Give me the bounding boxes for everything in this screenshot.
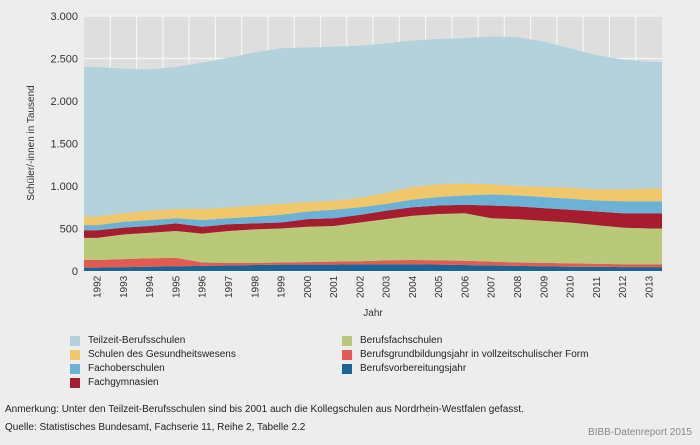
y-tick-label: 500: [60, 224, 78, 236]
area-berufsgrundbildungsjahr-in-vollzeitschulischer-form: [84, 257, 662, 268]
x-tick-label: 1997: [224, 275, 235, 298]
y-tick-label: 2.500: [50, 54, 78, 66]
legend-column-right: Berufsfachschulen Berufsgrundbildungsjahr…: [342, 334, 588, 376]
legend-swatch: [342, 364, 352, 374]
y-axis-title: Schüler/-innen in Tausend: [26, 85, 37, 200]
legend-label: Berufsvorbereitungsjahr: [360, 363, 467, 374]
area-fachgymnasien: [84, 204, 662, 238]
legend-swatch: [70, 350, 80, 360]
legend-column-left: Teilzeit-Berufsschulen Schulen des Gesund…: [70, 334, 236, 390]
x-tick-label: 2003: [382, 275, 393, 298]
source-note: Quelle: Statistisches Bundesamt, Fachser…: [5, 422, 306, 433]
area-berufsvorbereitungsjahr: [84, 264, 662, 271]
legend-item: Berufsfachschulen: [342, 334, 588, 348]
x-tick-label: 2007: [487, 275, 498, 298]
y-tick-label: 0: [72, 266, 78, 278]
x-tick-label: 1993: [119, 275, 130, 298]
x-tick-label: 2012: [618, 275, 629, 298]
x-tick-label: 1995: [171, 275, 182, 298]
x-tick-label: 1992: [93, 275, 104, 298]
area-teilzeit-berufsschulen: [84, 36, 662, 217]
x-tick-label: 2002: [355, 275, 366, 298]
legend-label: Fachoberschulen: [88, 363, 165, 374]
x-tick-label: 2000: [303, 275, 314, 298]
x-tick-label: 1996: [198, 275, 209, 298]
legend-label: Schulen des Gesundheitswesens: [88, 349, 236, 360]
legend-label: Fachgymnasien: [88, 377, 159, 388]
y-tick-label: 1.500: [50, 139, 78, 151]
legend-item: Fachgymnasien: [70, 376, 236, 390]
annotation-note: Anmerkung: Unter den Teilzeit-Berufsschu…: [5, 404, 524, 415]
legend-item: Berufsgrundbildungsjahr in vollzeitschul…: [342, 348, 588, 362]
legend-item: Fachoberschulen: [70, 362, 236, 376]
area-series: [84, 36, 662, 271]
legend-swatch: [342, 350, 352, 360]
x-tick-label: 2011: [592, 276, 603, 298]
legend-swatch: [70, 336, 80, 346]
x-tick-label: 2004: [408, 275, 419, 298]
x-tick-label: 2005: [434, 275, 445, 298]
area-schulen-des-gesundheitswesens: [84, 183, 662, 226]
x-tick-label: 1998: [250, 275, 261, 298]
legend-swatch: [70, 364, 80, 374]
x-axis: 1992 1993 1994 1995 1996 1997 1998 1999 2000 2001…: [93, 275, 656, 298]
legend-label: Teilzeit-Berufsschulen: [88, 335, 186, 346]
y-axis: 0 500 1.000 1.500 2.000 2.500 3.000: [50, 11, 78, 278]
x-tick-label: 2013: [644, 275, 655, 298]
x-tick-label: 2009: [539, 275, 550, 298]
legend-swatch: [342, 336, 352, 346]
x-tick-label: 2006: [460, 275, 471, 298]
area-berufsfachschulen: [84, 213, 662, 265]
legend-label: Berufsfachschulen: [360, 335, 443, 346]
legend-item: Teilzeit-Berufsschulen: [70, 334, 236, 348]
legend-item: Schulen des Gesundheitswesens: [70, 348, 236, 362]
x-axis-title: Jahr: [363, 308, 383, 319]
area-fachoberschulen: [84, 194, 662, 231]
x-tick-label: 1994: [145, 275, 156, 298]
y-tick-label: 2.000: [50, 96, 78, 108]
y-tick-label: 1.000: [50, 181, 78, 193]
x-tick-label: 2008: [513, 275, 524, 298]
x-tick-label: 2010: [566, 275, 577, 298]
y-tick-label: 3.000: [50, 11, 78, 23]
legend-swatch: [70, 378, 80, 388]
x-tick-label: 1999: [277, 275, 288, 298]
legend-item: Berufsvorbereitungsjahr: [342, 362, 588, 376]
brand-label: BIBB-Datenreport 2015: [588, 427, 692, 438]
legend-label: Berufsgrundbildungsjahr in vollzeitschul…: [360, 349, 589, 360]
x-tick-label: 2001: [329, 275, 340, 298]
